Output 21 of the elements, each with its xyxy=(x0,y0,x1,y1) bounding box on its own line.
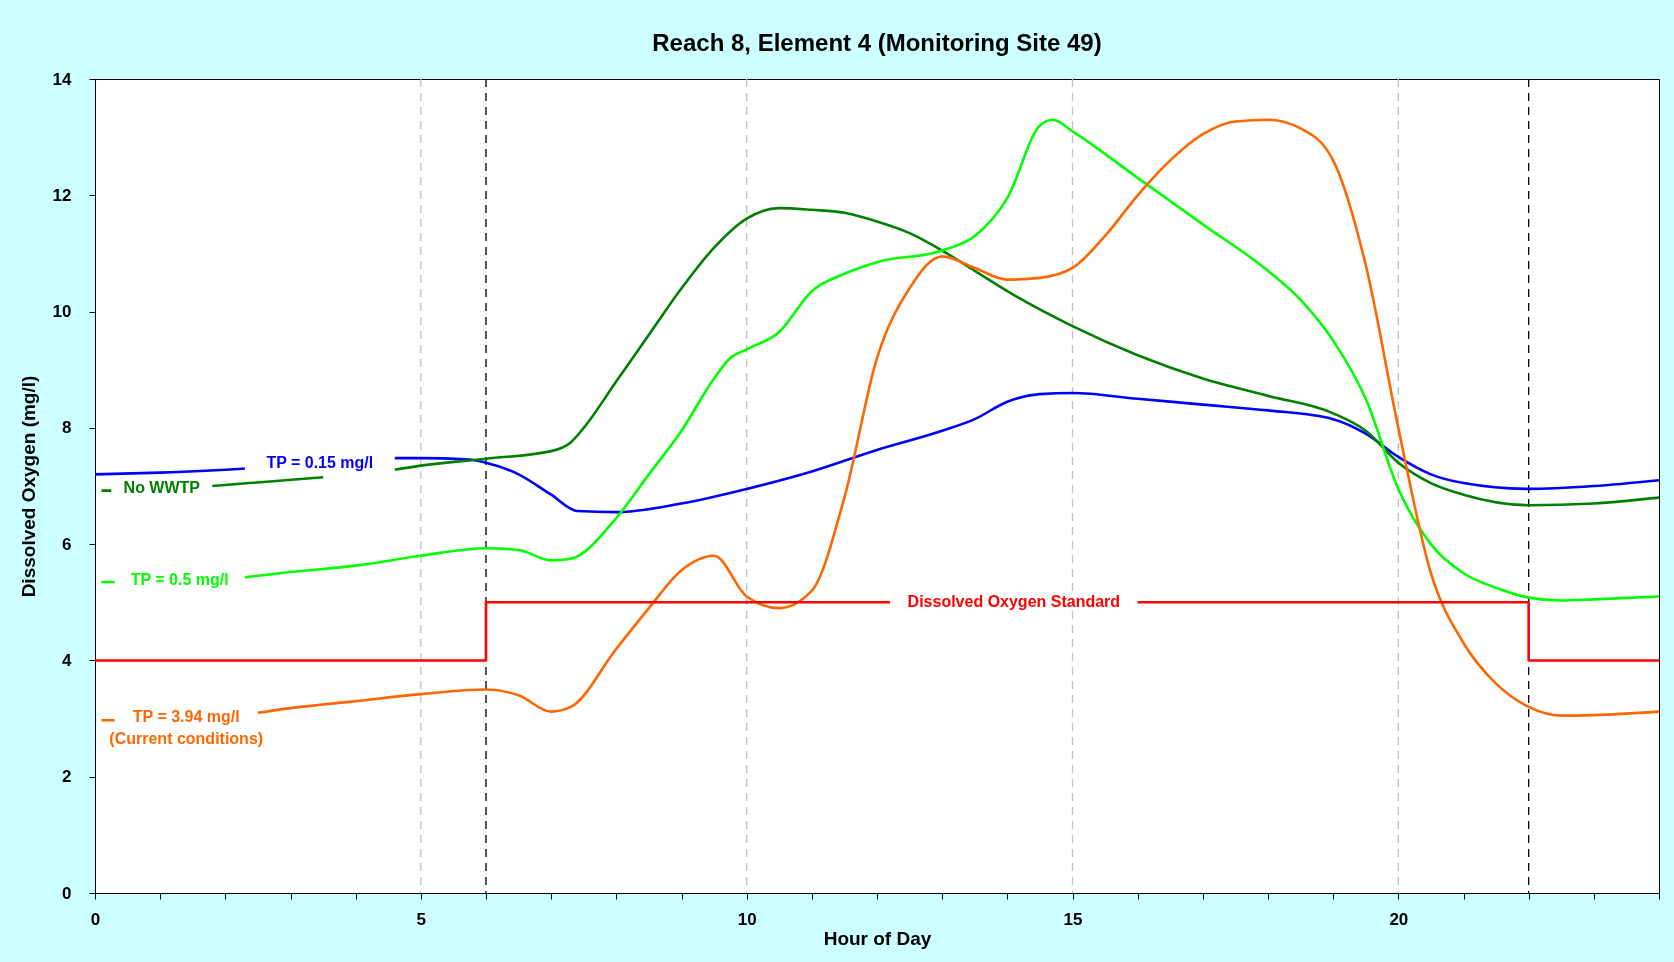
series-label: Dissolved Oxygen Standard xyxy=(907,593,1121,611)
series-label: TP = 3.94 mg/l (Current conditions) xyxy=(109,707,264,747)
x-tick-label: 0 xyxy=(90,909,101,929)
series-label: No WWTP xyxy=(123,479,201,497)
x-axis-title: Hour of Day xyxy=(823,927,932,949)
series-label: TP = 0.5 mg/l xyxy=(130,570,229,588)
y-tick-label: 12 xyxy=(52,185,72,205)
x-tick-label: 20 xyxy=(1389,909,1409,929)
x-tick-label: 10 xyxy=(737,909,757,929)
y-tick-label: 0 xyxy=(62,883,72,903)
series-label: TP = 0.15 mg/l xyxy=(266,454,374,472)
x-tick-label: 15 xyxy=(1063,909,1083,929)
y-tick-label: 4 xyxy=(62,650,73,670)
y-tick-label: 10 xyxy=(52,302,72,322)
y-tick-label: 14 xyxy=(52,69,73,89)
y-tick-label: 8 xyxy=(62,418,72,438)
y-tick-label: 2 xyxy=(62,767,72,787)
chart-title: Reach 8, Element 4 (Monitoring Site 49) xyxy=(652,29,1102,56)
y-tick-label: 6 xyxy=(62,534,72,554)
y-axis-title: Dissolved Oxygen (mg/l) xyxy=(17,375,39,598)
x-tick-label: 5 xyxy=(416,909,427,929)
